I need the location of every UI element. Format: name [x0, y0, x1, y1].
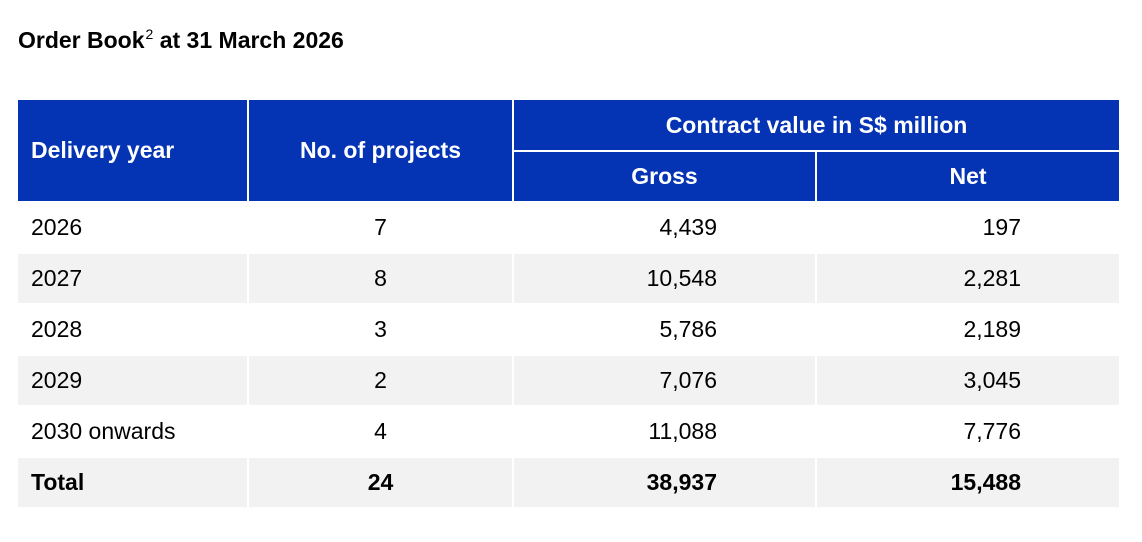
- table-cell: 38,937: [514, 458, 815, 507]
- table-row: 2026 7 4,439 197: [18, 203, 1119, 252]
- table-row: Total 24 38,937 15,488: [18, 458, 1119, 507]
- header-cell: Gross: [514, 152, 815, 201]
- table-cell: 8: [249, 254, 512, 303]
- table-row: 2028 3 5,786 2,189: [18, 305, 1119, 354]
- table-cell: 2029: [18, 356, 247, 405]
- table-cell: 7: [374, 214, 387, 240]
- table-row: 2029 2 7,076 3,045: [18, 356, 1119, 405]
- header-cell: Delivery year: [18, 100, 247, 201]
- table-cell: 10,548: [514, 254, 815, 303]
- table-cell: 2030 onwards: [31, 418, 176, 444]
- table-cell: 7,776: [963, 418, 1021, 444]
- table-cell: 11,088: [648, 418, 717, 444]
- header-cell: Contract value in S$ million: [514, 100, 1119, 150]
- table-cell: 4: [374, 418, 387, 444]
- table-cell: 2,189: [963, 316, 1021, 342]
- table-cell: 3,045: [817, 356, 1119, 405]
- table-cell: 15,488: [817, 458, 1119, 507]
- table-cell: 5,786: [659, 316, 717, 342]
- table-cell: 2028: [31, 316, 83, 342]
- table-cell: 197: [982, 214, 1021, 240]
- table-cell: 24: [249, 458, 512, 507]
- table-row: 2027 8 10,548 2,281: [18, 254, 1119, 303]
- title-rest: at 31 March 2026: [159, 27, 344, 53]
- table-cell: 4,439: [659, 214, 717, 240]
- table-cell: 2: [249, 356, 512, 405]
- table-cell: 2026: [31, 214, 83, 240]
- header-cell: No. of projects: [249, 100, 512, 201]
- title: Order Book2 at 31 March 2026: [18, 26, 344, 54]
- table-body: 2026 7 4,439 197 2027 8 10,548 2,281 2028 3 5,786 2…: [18, 203, 1119, 507]
- table-cell: 2,281: [817, 254, 1119, 303]
- order-book-table: Delivery year No. of projects Contract v…: [16, 98, 1121, 509]
- table-cell: 7,076: [514, 356, 815, 405]
- header-cell: Net: [817, 152, 1119, 201]
- title-superscript: 2: [145, 26, 154, 42]
- table-row: 2030 onwards 4 11,088 7,776: [18, 407, 1119, 456]
- table-cell: 2027: [18, 254, 247, 303]
- title-text: Order Book: [18, 27, 145, 53]
- table-cell: Total: [18, 458, 247, 507]
- table-cell: 3: [374, 316, 387, 342]
